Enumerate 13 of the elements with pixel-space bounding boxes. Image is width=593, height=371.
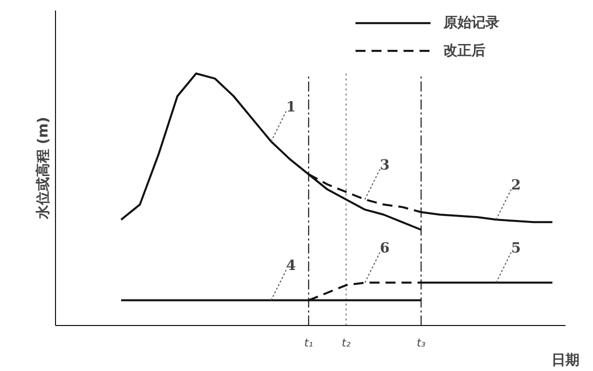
text: 3 bbox=[380, 157, 390, 174]
y-axis-title: 水位或高程 (m) bbox=[34, 116, 52, 220]
x-tick-label: t₃ bbox=[416, 336, 426, 350]
x-tick-label: t₂ bbox=[342, 336, 352, 350]
series-label: 6 bbox=[380, 240, 390, 256]
text: 改正后 bbox=[444, 42, 486, 59]
text: 原始记录 bbox=[442, 15, 500, 32]
series-label: 5 bbox=[511, 240, 521, 256]
x-axis-title: 日期 bbox=[552, 352, 580, 368]
x-tick-label: t₁ bbox=[304, 336, 313, 350]
text: 1 bbox=[286, 99, 296, 116]
series-label: 2 bbox=[511, 177, 521, 194]
series-label: 4 bbox=[286, 258, 296, 274]
